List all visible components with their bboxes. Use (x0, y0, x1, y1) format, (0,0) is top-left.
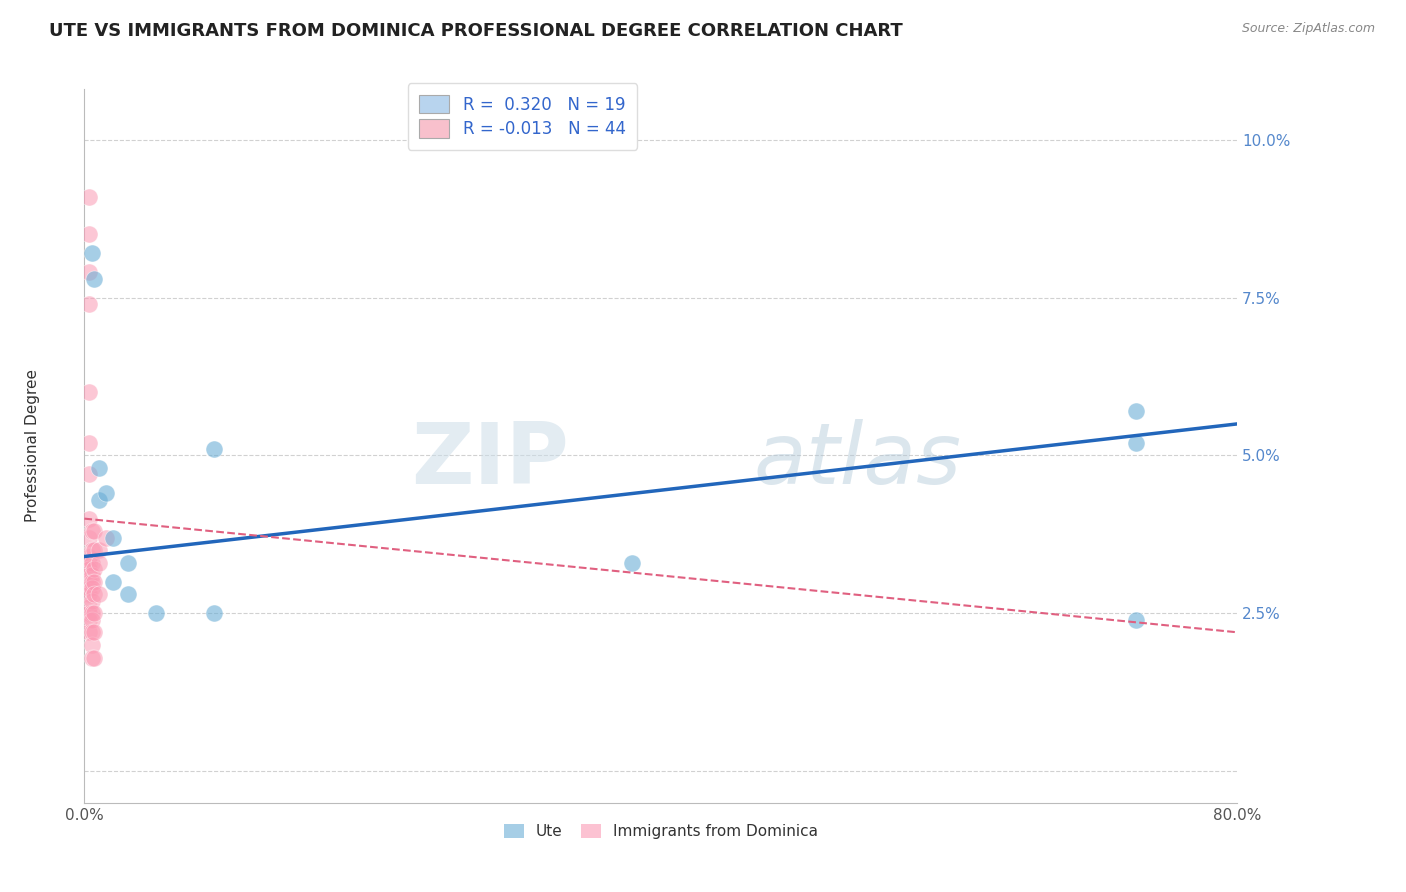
Point (117, 556, 139, 570)
Point (80, 593, 103, 607)
Point (83, 543, 105, 558)
Point (103, 531, 124, 545)
Point (83, 587, 105, 601)
Point (94, 531, 117, 545)
Point (87, 461, 110, 475)
Point (83, 271, 105, 285)
Point (87, 492, 110, 507)
Point (87, 543, 110, 558)
Point (77, 531, 100, 545)
Point (80, 625, 103, 640)
Point (77, 607, 100, 621)
Text: Source: ZipAtlas.com: Source: ZipAtlas.com (1241, 22, 1375, 36)
Point (117, 587, 139, 601)
Legend: Ute, Immigrants from Dominica: Ute, Immigrants from Dominica (498, 818, 824, 845)
Point (103, 574, 124, 589)
Point (83, 625, 105, 640)
Point (80, 607, 103, 621)
Point (77, 613, 100, 627)
Point (202, 442, 225, 457)
Point (80, 524, 103, 539)
Point (83, 607, 105, 621)
Point (77, 435, 100, 450)
Text: ZIP: ZIP (411, 418, 568, 502)
Point (145, 607, 167, 621)
Point (1125, 613, 1147, 627)
Point (80, 246, 103, 260)
Point (83, 524, 105, 539)
Point (77, 562, 100, 576)
Point (77, 385, 100, 400)
Point (87, 556, 110, 570)
Point (77, 556, 100, 570)
Point (77, 467, 100, 482)
Point (77, 549, 100, 564)
Point (621, 556, 644, 570)
Point (80, 638, 103, 652)
Point (202, 607, 225, 621)
Point (77, 587, 100, 601)
Point (80, 650, 103, 665)
Point (80, 574, 103, 589)
Point (77, 600, 100, 615)
Point (77, 227, 100, 242)
Point (77, 297, 100, 311)
Point (77, 574, 100, 589)
Point (77, 581, 100, 595)
Point (80, 613, 103, 627)
Point (80, 581, 103, 595)
Point (1125, 404, 1147, 418)
Point (80, 568, 103, 582)
Text: Professional Degree: Professional Degree (25, 369, 39, 523)
Point (94, 486, 117, 500)
Point (77, 265, 100, 279)
Text: atlas: atlas (754, 418, 962, 502)
Point (80, 556, 103, 570)
Text: UTE VS IMMIGRANTS FROM DOMINICA PROFESSIONAL DEGREE CORRELATION CHART: UTE VS IMMIGRANTS FROM DOMINICA PROFESSI… (49, 22, 903, 40)
Point (77, 189, 100, 203)
Point (77, 625, 100, 640)
Point (80, 543, 103, 558)
Point (77, 511, 100, 525)
Point (87, 587, 110, 601)
Point (83, 574, 105, 589)
Point (1125, 435, 1147, 450)
Point (83, 650, 105, 665)
Point (83, 562, 105, 576)
Point (77, 568, 100, 582)
